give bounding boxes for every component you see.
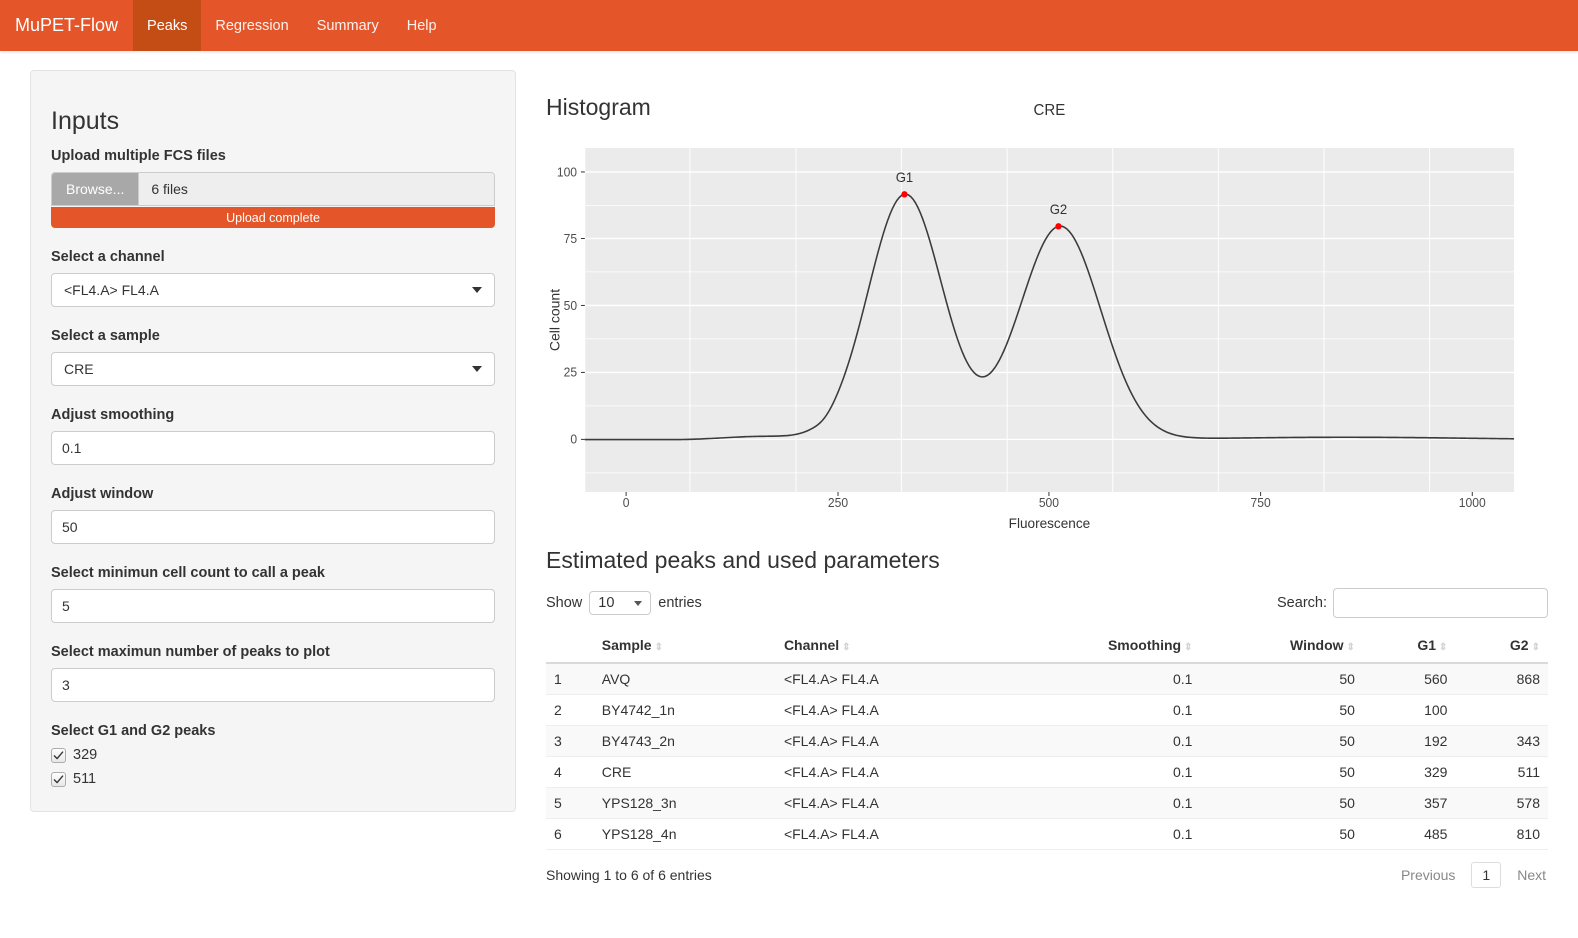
svg-text:25: 25 [564,366,578,380]
svg-text:100: 100 [557,165,577,179]
svg-text:750: 750 [1250,496,1270,510]
svg-text:G1: G1 [896,170,913,185]
svg-text:500: 500 [1039,496,1059,510]
svg-text:75: 75 [564,232,578,246]
svg-text:50: 50 [564,299,578,313]
svg-text:0: 0 [570,433,577,447]
svg-text:250: 250 [828,496,848,510]
svg-text:0: 0 [623,496,630,510]
svg-text:1000: 1000 [1459,496,1486,510]
svg-text:G2: G2 [1050,202,1067,217]
svg-text:Fluorescence: Fluorescence [1009,516,1091,530]
svg-text:Cell count: Cell count [548,289,563,351]
svg-text:CRE: CRE [1034,102,1066,119]
